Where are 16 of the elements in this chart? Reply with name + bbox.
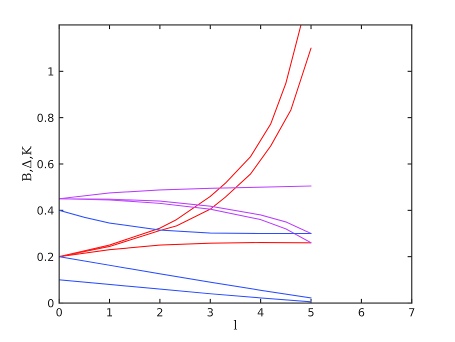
x-tick-label: 7 <box>409 308 414 316</box>
x-tick-label: 1 <box>107 308 112 316</box>
x-tick-label: 5 <box>308 308 314 316</box>
y-tick-label: 0 <box>48 298 54 308</box>
x-tick-label: 0 <box>56 308 62 316</box>
x-tick-label: 6 <box>358 308 364 316</box>
y-tick-label: 1 <box>48 67 54 76</box>
y-axis-title: B,Δ,K <box>22 146 33 182</box>
x-tick-label: 3 <box>208 308 213 316</box>
x-axis-title: l <box>234 320 238 330</box>
y-tick-label: 0.4 <box>37 206 54 215</box>
y-tick-label: 0.2 <box>37 252 54 262</box>
y-tick-label: 0.6 <box>37 160 54 168</box>
y-tick-label: 0.8 <box>37 114 54 122</box>
x-tick-label: 4 <box>258 308 264 316</box>
x-tick-label: 2 <box>157 308 162 316</box>
